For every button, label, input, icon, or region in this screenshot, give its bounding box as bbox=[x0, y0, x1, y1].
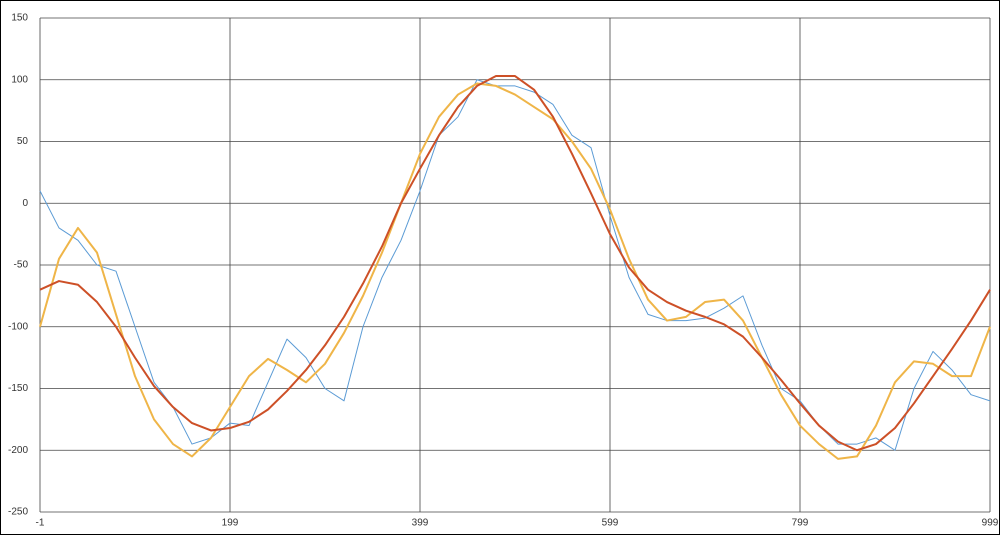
series-line bbox=[39, 75, 991, 452]
y-tick-label: -250 bbox=[8, 507, 28, 518]
y-tick-label: -100 bbox=[8, 321, 28, 332]
x-tick-label: 399 bbox=[412, 518, 429, 529]
x-tick-label: 799 bbox=[792, 518, 809, 529]
y-tick-label: 150 bbox=[11, 13, 28, 24]
y-tick-label: 0 bbox=[22, 198, 28, 209]
series-line bbox=[39, 82, 991, 460]
y-tick-label: 50 bbox=[17, 136, 29, 147]
x-tick-label: 999 bbox=[982, 518, 999, 529]
y-tick-label: -150 bbox=[8, 383, 28, 394]
x-tick-label: 599 bbox=[602, 518, 619, 529]
y-tick-label: -50 bbox=[14, 260, 29, 271]
series-line bbox=[39, 79, 991, 451]
y-tick-label: 100 bbox=[11, 74, 28, 85]
y-tick-label: -200 bbox=[8, 445, 28, 456]
x-tick-label: 199 bbox=[222, 518, 239, 529]
x-tick-label: -1 bbox=[36, 518, 45, 529]
